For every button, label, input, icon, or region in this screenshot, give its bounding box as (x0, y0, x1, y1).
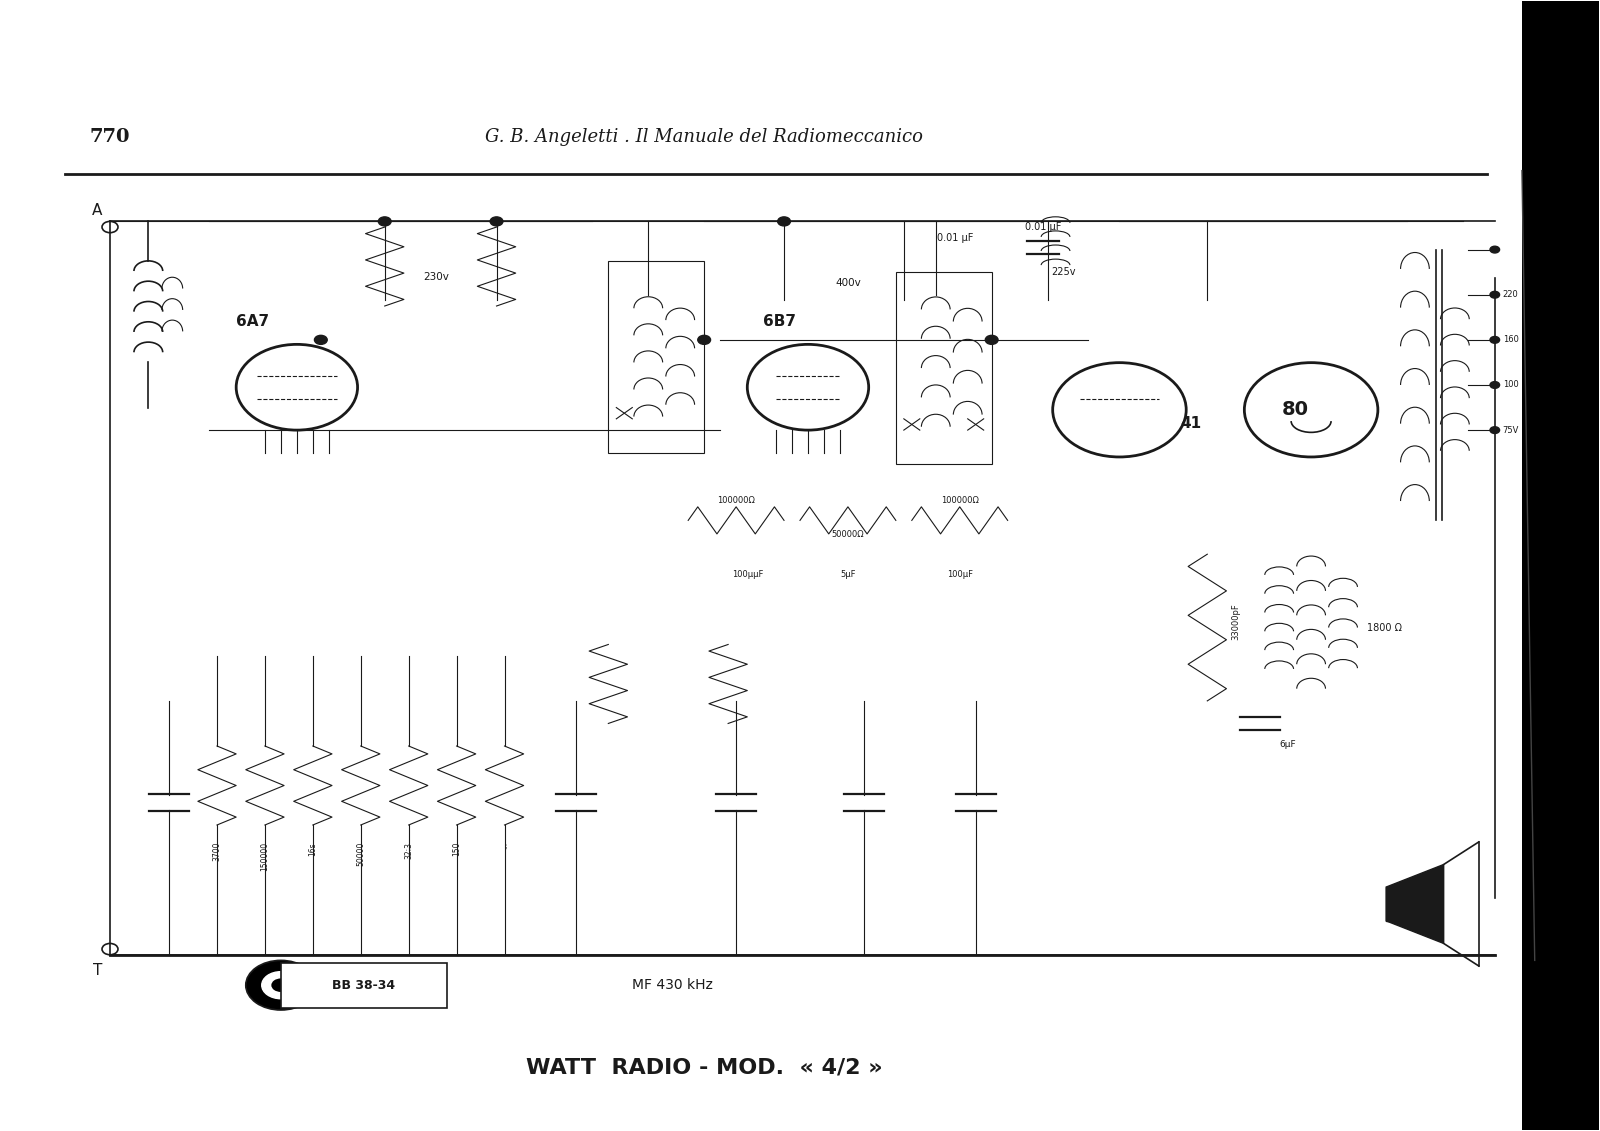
Text: G. B. Angeletti . Il Manuale del Radiomeccanico: G. B. Angeletti . Il Manuale del Radiome… (485, 128, 923, 146)
Circle shape (490, 217, 502, 226)
Text: WATT  RADIO - MOD.  « 4/2 »: WATT RADIO - MOD. « 4/2 » (526, 1057, 883, 1078)
Text: BB 38-34: BB 38-34 (333, 978, 395, 992)
Bar (1522, 1, 1598, 1130)
Text: 6μF: 6μF (1278, 741, 1296, 750)
Text: 6B7: 6B7 (763, 313, 797, 329)
Text: 5μF: 5μF (840, 570, 856, 579)
Circle shape (698, 336, 710, 344)
Text: 3700: 3700 (213, 841, 221, 862)
Text: 220: 220 (1502, 291, 1518, 300)
Circle shape (246, 960, 317, 1010)
Text: 33000pF: 33000pF (1232, 604, 1240, 640)
Polygon shape (1386, 864, 1443, 943)
Text: 100000Ω: 100000Ω (717, 497, 755, 506)
Text: 50000Ω: 50000Ω (832, 530, 864, 539)
Text: MF 430 kHz: MF 430 kHz (632, 978, 712, 992)
Text: 400v: 400v (835, 278, 861, 288)
Circle shape (262, 972, 301, 999)
Bar (1386, 887, 1402, 921)
Text: A: A (93, 202, 102, 218)
Circle shape (1490, 336, 1499, 343)
Text: 160: 160 (1502, 336, 1518, 344)
Circle shape (986, 336, 998, 344)
Text: 230v: 230v (422, 271, 448, 282)
Text: 41: 41 (1181, 416, 1202, 431)
Text: 770: 770 (90, 128, 130, 146)
Circle shape (315, 336, 328, 344)
Text: 16s: 16s (309, 841, 317, 855)
Bar (608, 261, 704, 452)
Text: 32:3: 32:3 (405, 841, 413, 858)
Text: ...: ... (501, 841, 509, 849)
FancyBboxPatch shape (282, 962, 446, 1008)
Circle shape (1490, 381, 1499, 388)
Circle shape (1490, 426, 1499, 433)
Text: T: T (93, 962, 102, 977)
Text: 0.01 μF: 0.01 μF (1024, 222, 1061, 232)
Text: 100μμF: 100μμF (731, 570, 763, 579)
Text: 80: 80 (1282, 400, 1309, 420)
Text: 150000: 150000 (261, 841, 269, 871)
Circle shape (1490, 292, 1499, 299)
Text: 150: 150 (453, 841, 461, 856)
Circle shape (778, 217, 790, 226)
Bar (896, 273, 992, 464)
Text: 75V: 75V (1502, 425, 1518, 434)
Text: 1800 Ω: 1800 Ω (1366, 622, 1402, 632)
Text: 100μF: 100μF (947, 570, 973, 579)
Circle shape (1490, 247, 1499, 253)
Text: 100000Ω: 100000Ω (941, 497, 979, 506)
Text: 100: 100 (1502, 380, 1518, 389)
Circle shape (272, 978, 291, 992)
Circle shape (378, 217, 390, 226)
Text: 6A7: 6A7 (237, 313, 269, 329)
Text: 50000: 50000 (357, 841, 365, 866)
Text: 225v: 225v (1051, 267, 1075, 277)
Text: 0.01 μF: 0.01 μF (936, 233, 973, 243)
